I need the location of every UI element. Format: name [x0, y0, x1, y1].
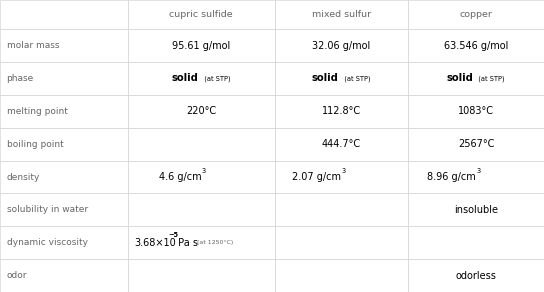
Text: 2.07 g/cm: 2.07 g/cm	[292, 172, 342, 182]
Bar	[275, 259, 408, 292]
Text: solid: solid	[172, 74, 199, 84]
Bar	[128, 194, 275, 226]
Text: 4.6 g/cm: 4.6 g/cm	[159, 172, 201, 182]
Bar	[275, 0, 408, 29]
Text: Pa s: Pa s	[175, 238, 198, 248]
Bar	[128, 0, 275, 29]
Text: 2567°C: 2567°C	[458, 139, 494, 149]
Bar	[0, 128, 128, 161]
Text: density: density	[7, 173, 40, 182]
Text: −5: −5	[169, 232, 178, 239]
Text: 8.96 g/cm: 8.96 g/cm	[427, 172, 476, 182]
Bar	[275, 161, 408, 193]
Bar	[128, 95, 275, 128]
Text: 3: 3	[202, 168, 206, 174]
Bar	[0, 29, 128, 62]
Text: 3: 3	[342, 168, 346, 174]
Bar	[275, 95, 408, 128]
Text: solubility in water: solubility in water	[7, 205, 88, 214]
Bar	[408, 226, 544, 259]
Text: solid: solid	[312, 74, 338, 84]
Text: molar mass: molar mass	[7, 41, 59, 50]
Text: solid: solid	[447, 74, 473, 84]
Text: 444.7°C: 444.7°C	[322, 139, 361, 149]
Text: (at 1250°C): (at 1250°C)	[193, 240, 233, 245]
Bar	[408, 0, 544, 29]
Bar	[408, 62, 544, 95]
Bar	[408, 128, 544, 161]
Bar	[0, 259, 128, 292]
Text: cupric sulfide: cupric sulfide	[170, 10, 233, 19]
Bar	[0, 95, 128, 128]
Text: copper: copper	[460, 10, 492, 19]
Text: phase: phase	[7, 74, 34, 83]
Text: 220°C: 220°C	[186, 106, 217, 116]
Bar	[408, 194, 544, 226]
Bar	[275, 29, 408, 62]
Bar	[275, 62, 408, 95]
Bar	[0, 194, 128, 226]
Text: melting point: melting point	[7, 107, 67, 116]
Bar	[0, 161, 128, 193]
Bar	[128, 161, 275, 193]
Bar	[128, 259, 275, 292]
Bar	[128, 226, 275, 259]
Text: 1083°C: 1083°C	[458, 106, 494, 116]
Text: dynamic viscosity: dynamic viscosity	[7, 238, 88, 247]
Text: insoluble: insoluble	[454, 205, 498, 215]
Text: 63.546 g/mol: 63.546 g/mol	[444, 41, 508, 51]
Text: 3: 3	[477, 168, 481, 174]
Bar	[0, 62, 128, 95]
Bar	[128, 29, 275, 62]
Text: 95.61 g/mol: 95.61 g/mol	[172, 41, 231, 51]
Bar	[128, 62, 275, 95]
Bar	[408, 95, 544, 128]
Bar	[275, 128, 408, 161]
Text: odorless: odorless	[455, 271, 497, 281]
Bar	[275, 226, 408, 259]
Text: 112.8°C: 112.8°C	[322, 106, 361, 116]
Bar	[128, 128, 275, 161]
Bar	[0, 226, 128, 259]
Text: (at STP): (at STP)	[200, 75, 230, 82]
Bar	[0, 0, 128, 29]
Bar	[408, 259, 544, 292]
Text: 3.68×10: 3.68×10	[134, 238, 176, 248]
Text: odor: odor	[7, 271, 27, 280]
Bar	[275, 194, 408, 226]
Text: boiling point: boiling point	[7, 140, 63, 149]
Bar	[408, 29, 544, 62]
Text: 32.06 g/mol: 32.06 g/mol	[312, 41, 370, 51]
Text: (at STP): (at STP)	[339, 75, 370, 82]
Bar	[408, 161, 544, 193]
Text: (at STP): (at STP)	[474, 75, 505, 82]
Text: mixed sulfur: mixed sulfur	[312, 10, 371, 19]
